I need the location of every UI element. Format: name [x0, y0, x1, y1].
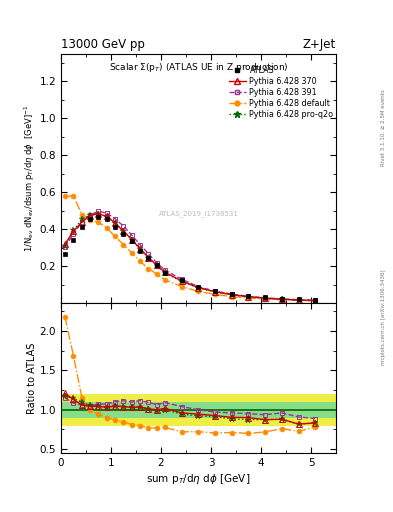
Text: ATLAS_2019_I1736531: ATLAS_2019_I1736531 — [158, 210, 239, 217]
Text: Z+Jet: Z+Jet — [303, 38, 336, 51]
Y-axis label: Ratio to ATLAS: Ratio to ATLAS — [27, 343, 37, 414]
Text: mcplots.cern.ch [arXiv:1306.3436]: mcplots.cern.ch [arXiv:1306.3436] — [381, 270, 386, 365]
X-axis label: sum p$_T$/d$\eta$ d$\phi$ [GeV]: sum p$_T$/d$\eta$ d$\phi$ [GeV] — [146, 472, 251, 486]
Text: Rivet 3.1.10, ≥ 2.5M events: Rivet 3.1.10, ≥ 2.5M events — [381, 90, 386, 166]
Text: 13000 GeV pp: 13000 GeV pp — [61, 38, 145, 51]
Text: Scalar $\Sigma$(p$_T$) (ATLAS UE in Z production): Scalar $\Sigma$(p$_T$) (ATLAS UE in Z pr… — [108, 61, 288, 74]
Legend: ATLAS, Pythia 6.428 370, Pythia 6.428 391, Pythia 6.428 default, Pythia 6.428 pr: ATLAS, Pythia 6.428 370, Pythia 6.428 39… — [227, 65, 335, 121]
Y-axis label: 1/N$_{\rm ev}$ dN$_{\rm ev}$/dsum p$_{\rm T}$/d$\eta$ d$\phi$  [GeV]$^{-1}$: 1/N$_{\rm ev}$ dN$_{\rm ev}$/dsum p$_{\r… — [22, 105, 37, 252]
